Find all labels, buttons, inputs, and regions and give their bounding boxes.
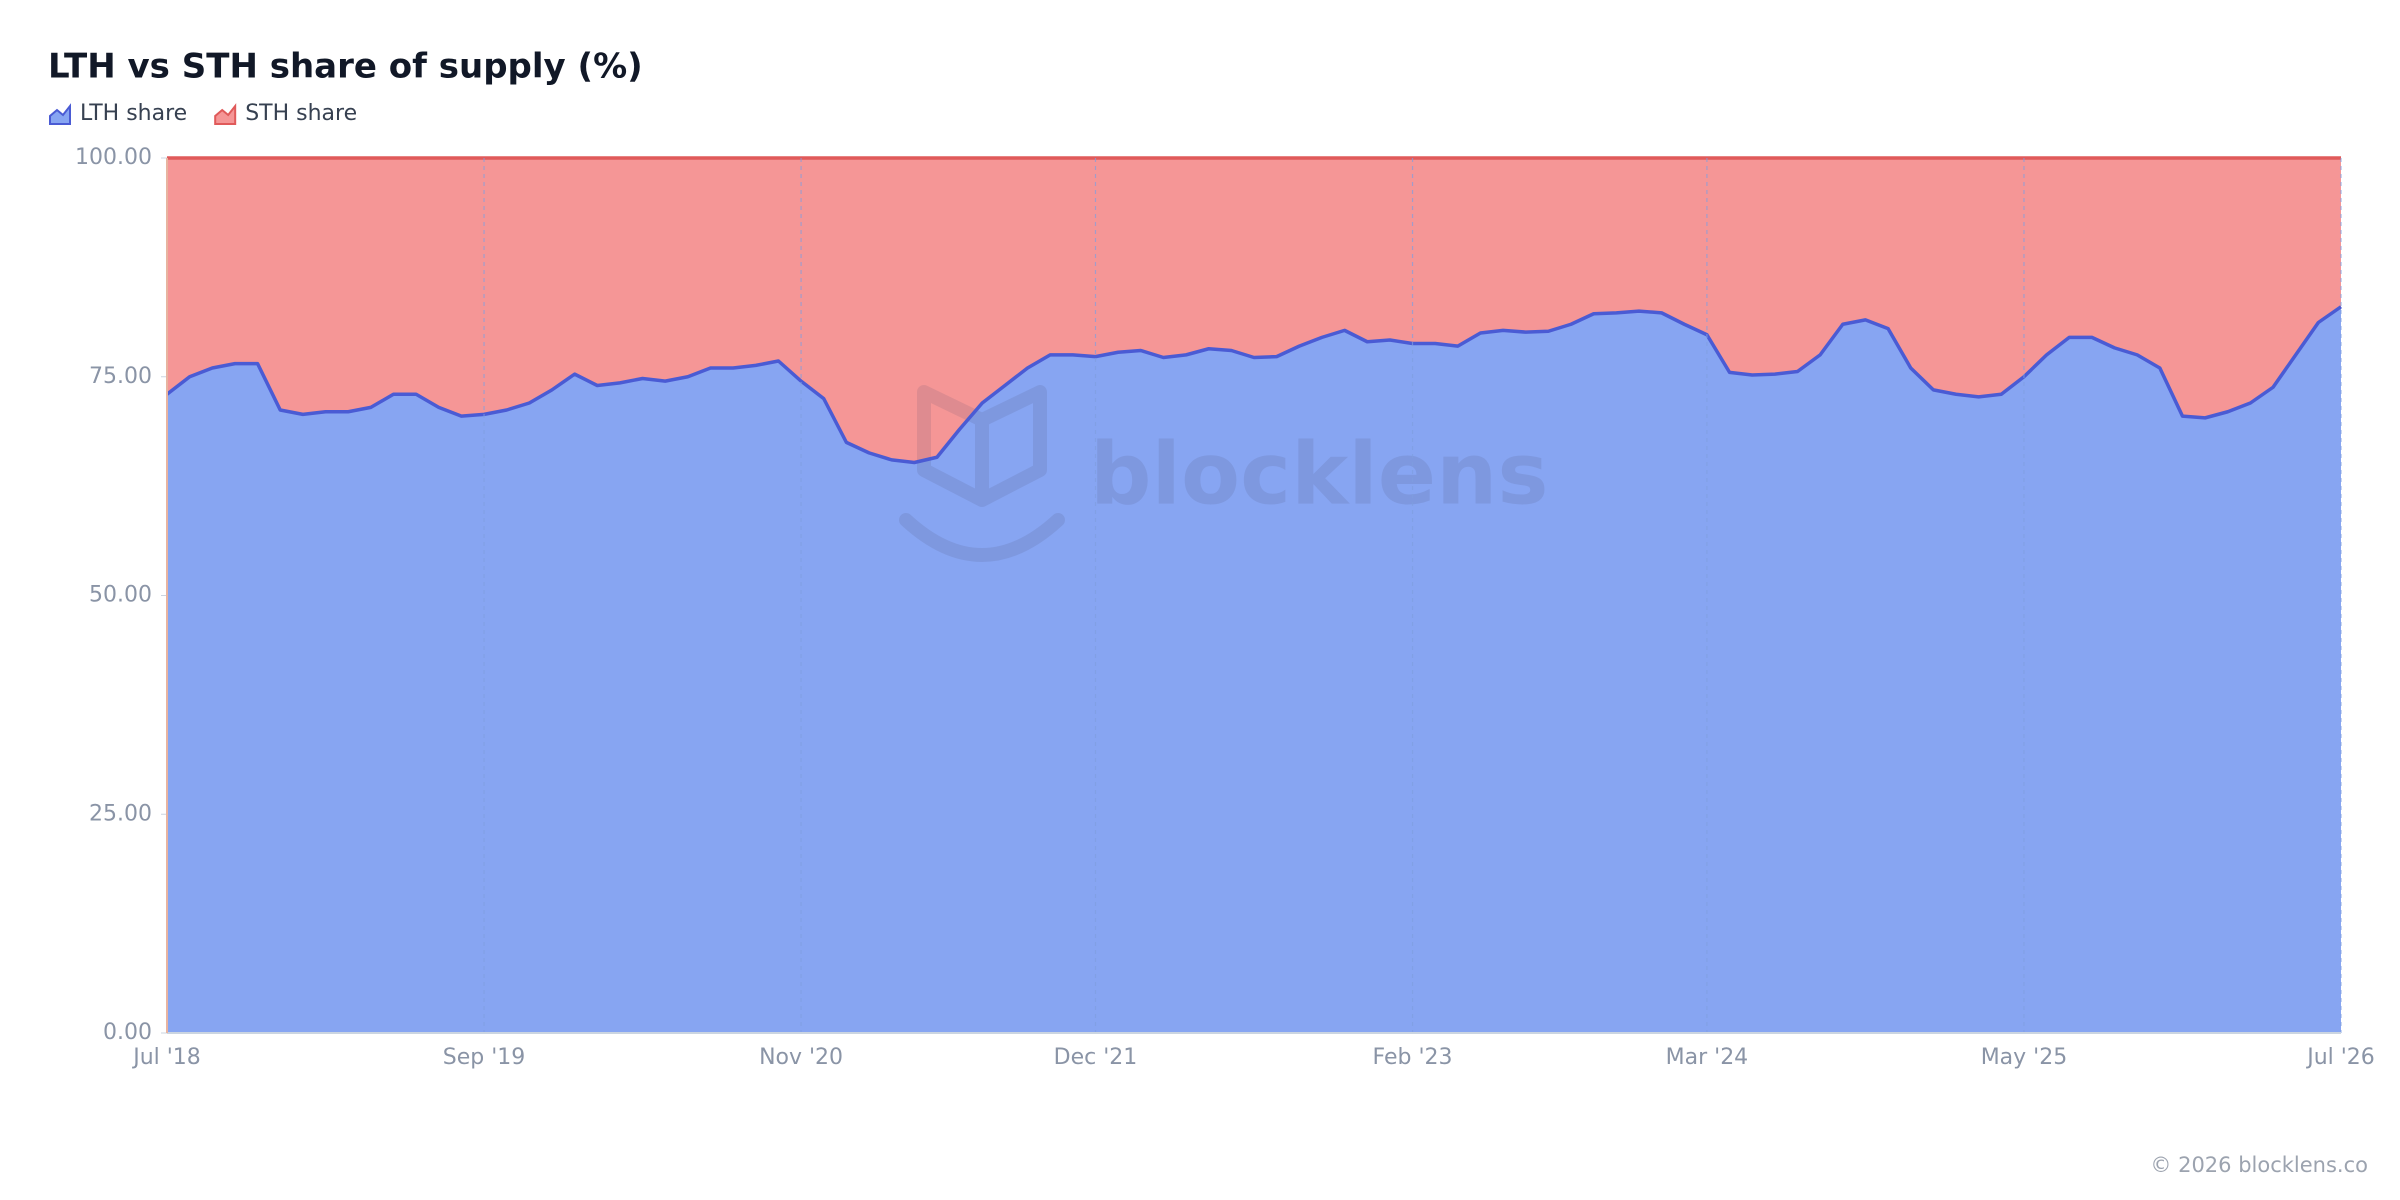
legend-label: STH share [245, 101, 357, 126]
legend-icon [49, 103, 71, 125]
y-tick-label: 0.00 [103, 1020, 152, 1045]
watermark: blocklens [899, 385, 1549, 562]
watermark-logo [917, 385, 1047, 507]
y-tick-label: 50.00 [89, 583, 152, 608]
series-line [165, 305, 2342, 465]
x-tick-label: Mar '24 [1666, 1045, 1749, 1070]
watermark-logo [899, 513, 1065, 562]
x-tick-label: Sep '19 [443, 1045, 526, 1070]
x-tick-label: Jul '26 [2305, 1045, 2375, 1070]
area [167, 158, 2341, 463]
legend-label: LTH share [80, 101, 187, 126]
watermark-text: blocklens [1090, 424, 1549, 524]
chart-title: LTH vs STH share of supply (%) [48, 47, 643, 87]
x-tick-label: Feb '23 [1373, 1045, 1453, 1070]
x-tick-label: May '25 [1981, 1045, 2068, 1070]
legend-icon [214, 103, 237, 125]
y-tick-label: 100.00 [75, 145, 152, 170]
area [167, 306, 2341, 1033]
x-tick-label: Nov '20 [759, 1045, 843, 1070]
plot: blocklens [165, 156, 2342, 1033]
y-tick-label: 75.00 [89, 364, 152, 389]
x-tick-label: Dec '21 [1054, 1045, 1138, 1070]
y-tick-label: 25.00 [89, 801, 152, 826]
x-tick-label: Jul '18 [131, 1045, 201, 1070]
footer: © 2026 blocklens.co [2150, 1153, 2368, 1177]
legend: LTH share STH share [49, 101, 357, 126]
